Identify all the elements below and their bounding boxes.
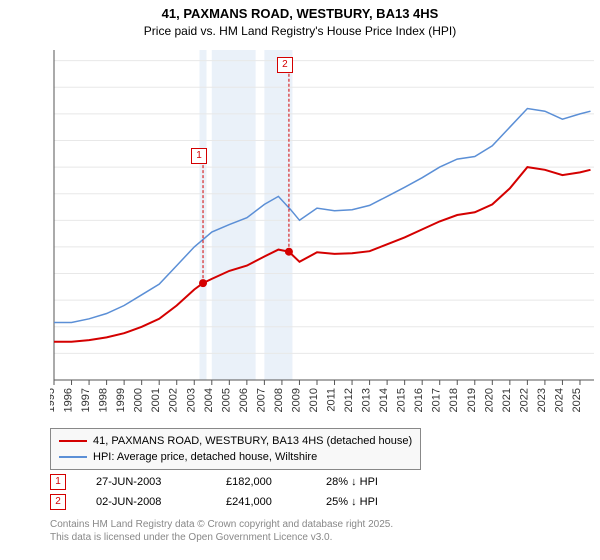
svg-text:2012: 2012: [343, 388, 355, 412]
legend-label-property: 41, PAXMANS ROAD, WESTBURY, BA13 4HS (de…: [93, 435, 412, 447]
svg-text:2021: 2021: [501, 388, 513, 412]
marker-box-1: 1: [50, 474, 66, 490]
sale-diff-2: 25% ↓ HPI: [326, 496, 426, 508]
sale-date-2: 02-JUN-2008: [96, 496, 226, 508]
svg-text:2024: 2024: [553, 388, 565, 412]
svg-text:2011: 2011: [326, 388, 338, 412]
svg-text:2023: 2023: [536, 388, 548, 412]
svg-text:2022: 2022: [518, 388, 530, 412]
footer-line1: Contains HM Land Registry data © Crown c…: [50, 519, 393, 530]
legend-row-property: 41, PAXMANS ROAD, WESTBURY, BA13 4HS (de…: [59, 433, 412, 449]
legend-row-hpi: HPI: Average price, detached house, Wilt…: [59, 449, 412, 465]
svg-text:2025: 2025: [571, 388, 583, 412]
svg-text:1997: 1997: [80, 388, 92, 412]
svg-text:2006: 2006: [238, 388, 250, 412]
plot-marker-1: 1: [191, 148, 207, 164]
legend-label-hpi: HPI: Average price, detached house, Wilt…: [93, 451, 317, 463]
plot-svg: £0£50K£100K£150K£200K£250K£300K£350K£400…: [50, 50, 600, 425]
svg-text:2019: 2019: [466, 388, 478, 412]
title-line1: 41, PAXMANS ROAD, WESTBURY, BA13 4HS: [162, 6, 439, 21]
svg-text:2001: 2001: [150, 388, 162, 412]
svg-text:1998: 1998: [98, 388, 110, 412]
svg-text:2002: 2002: [168, 388, 180, 412]
svg-text:2010: 2010: [308, 388, 320, 412]
sale-price-2: £241,000: [226, 496, 326, 508]
svg-text:1995: 1995: [50, 388, 57, 412]
svg-text:2000: 2000: [133, 388, 145, 412]
sales-row-2: 2 02-JUN-2008 £241,000 25% ↓ HPI: [50, 492, 426, 512]
svg-text:1999: 1999: [115, 388, 127, 412]
sale-price-1: £182,000: [226, 476, 326, 488]
footer-line2: This data is licensed under the Open Gov…: [50, 532, 332, 543]
legend-swatch-property: [59, 440, 87, 442]
footer: Contains HM Land Registry data © Crown c…: [50, 518, 393, 544]
svg-text:2014: 2014: [378, 388, 390, 412]
svg-text:2016: 2016: [413, 388, 425, 412]
svg-text:2004: 2004: [203, 388, 215, 412]
sale-date-1: 27-JUN-2003: [96, 476, 226, 488]
svg-text:2008: 2008: [273, 388, 285, 412]
chart-title: 41, PAXMANS ROAD, WESTBURY, BA13 4HS Pri…: [0, 0, 600, 40]
svg-text:2003: 2003: [185, 388, 197, 412]
sales-row-1: 1 27-JUN-2003 £182,000 28% ↓ HPI: [50, 472, 426, 492]
marker-box-2: 2: [50, 494, 66, 510]
svg-text:2005: 2005: [220, 388, 232, 412]
chart-container: 41, PAXMANS ROAD, WESTBURY, BA13 4HS Pri…: [0, 0, 600, 560]
sales-table: 1 27-JUN-2003 £182,000 28% ↓ HPI 2 02-JU…: [50, 472, 426, 512]
plot-area: £0£50K£100K£150K£200K£250K£300K£350K£400…: [50, 50, 590, 380]
svg-text:2017: 2017: [431, 388, 443, 412]
svg-text:2020: 2020: [483, 388, 495, 412]
sale-diff-1: 28% ↓ HPI: [326, 476, 426, 488]
svg-text:2015: 2015: [396, 388, 408, 412]
svg-text:2013: 2013: [361, 388, 373, 412]
svg-text:1996: 1996: [63, 388, 75, 412]
legend-swatch-hpi: [59, 456, 87, 458]
svg-text:2018: 2018: [448, 388, 460, 412]
title-line2: Price paid vs. HM Land Registry's House …: [144, 24, 456, 38]
svg-text:2007: 2007: [255, 388, 267, 412]
svg-text:2009: 2009: [290, 388, 302, 412]
plot-marker-2: 2: [277, 57, 293, 73]
legend-box: 41, PAXMANS ROAD, WESTBURY, BA13 4HS (de…: [50, 428, 421, 470]
